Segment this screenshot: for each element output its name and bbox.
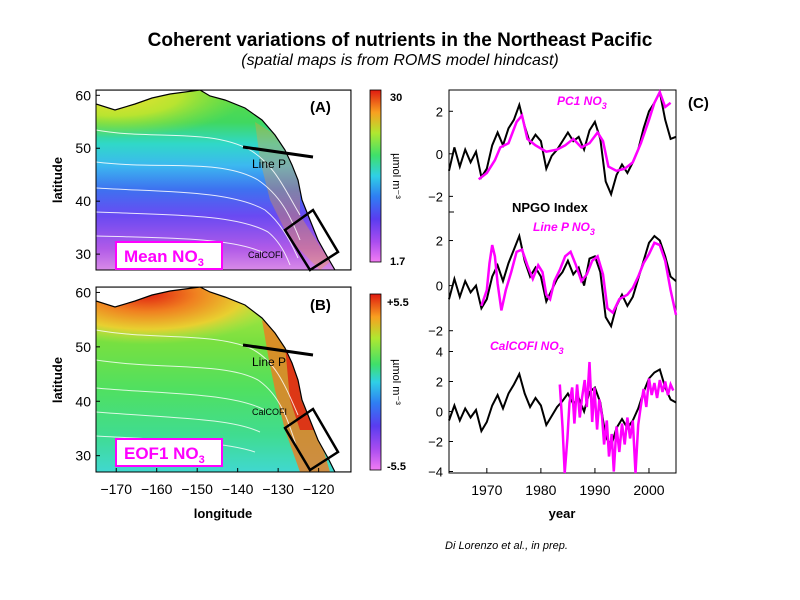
nutrient-label-main: CalCOFI NO [490, 339, 559, 353]
colorbar-b [369, 293, 382, 471]
colorbar-b-min: -5.5 [387, 461, 406, 473]
ts-y-tick-label: 2 [436, 234, 443, 249]
lon-tick-label: −170 [100, 481, 132, 497]
lon-tick-label: −150 [181, 481, 213, 497]
colorbar-a-units: µmol m⁻³ [390, 153, 402, 199]
nutrient-series-line [477, 88, 672, 181]
colorbar-a-max: 30 [390, 92, 402, 104]
line-p-transect-b [242, 343, 314, 357]
credit-text: Di Lorenzo et al., in prep. [445, 540, 568, 552]
map-panel-b [96, 287, 351, 472]
subplot-3: −4 −2 0 2 4 CalCOFI NO3 [428, 339, 677, 480]
lat-ticks-a: 30 40 50 60 [75, 87, 100, 262]
ts-y-tick-label: 0 [436, 147, 443, 162]
panel-label-a: (A) [310, 99, 331, 116]
lon-tick-label: −130 [262, 481, 294, 497]
year-tick-label: 2000 [633, 482, 664, 498]
map-label-box-b: EOF1 NO3 [115, 438, 223, 467]
line-p-label-a: Line P [252, 157, 286, 171]
ts-y-tick-label: −2 [428, 189, 443, 204]
alaska-coast-b [96, 287, 201, 308]
lon-tick-label: −120 [303, 481, 335, 497]
y-axis-label-b: latitude [50, 357, 65, 403]
lon-tick-label: −160 [141, 481, 173, 497]
ts-y-tick-label: 4 [436, 345, 443, 360]
nutrient-series-line [558, 361, 675, 474]
calcofi-label-b: CalCOFI [252, 407, 287, 417]
lon-ticks: −170 −160 −150 −140 −130 −120 [100, 468, 335, 497]
ts-y-tick-label: −2 [428, 324, 443, 339]
colorbar-b-units: µmol m⁻³ [390, 359, 402, 405]
land-north-america [198, 90, 351, 270]
lat-tick-label: 50 [75, 140, 91, 156]
x-axis-label-year: year [549, 506, 576, 521]
map-b-frame [95, 286, 352, 473]
lat-tick-label: 40 [75, 393, 91, 409]
line-p-transect-a [242, 145, 314, 159]
map-panel-a [96, 90, 351, 270]
colorbar-b-max: +5.5 [387, 297, 409, 309]
map-label-box-a: Mean NO3 [115, 241, 223, 270]
year-ticks: 1970 1980 1990 2000 [471, 468, 665, 498]
calcofi-label-a: CalCOFI [248, 250, 283, 260]
map-label-sub-a: 3 [198, 257, 204, 269]
timeseries-frame [448, 89, 677, 474]
lat-tick-label: 30 [75, 448, 91, 464]
nutrient-label-sub: 3 [590, 227, 595, 237]
lon-tick-label: −140 [222, 481, 254, 497]
nutrient-label-main: PC1 NO [557, 94, 602, 108]
ts-y-tick-label: −4 [428, 465, 443, 480]
contour-lines [96, 129, 301, 266]
map-label-main-a: Mean NO [124, 247, 198, 266]
subplot-1: −2 0 2 PC1 NO3 [428, 88, 677, 204]
x-axis-label-map: longitude [194, 506, 253, 521]
nutrient-series-label: CalCOFI NO3 [490, 339, 564, 356]
npgo-series-label: NPGO Index [512, 200, 589, 215]
year-tick-label: 1990 [579, 482, 610, 498]
colorbar-a-min: 1.7 [390, 256, 405, 268]
map-label-sub-b: 3 [199, 454, 205, 466]
lat-tick-label: 60 [75, 284, 91, 300]
nutrient-series-label: Line P NO3 [533, 220, 595, 237]
page-subtitle: (spatial maps is from ROMS model hindcas… [241, 52, 559, 69]
nutrient-series-line [480, 241, 678, 316]
page-title: Coherent variations of nutrients in the … [147, 30, 653, 51]
lat-tick-label: 50 [75, 339, 91, 355]
lat-tick-label: 40 [75, 193, 91, 209]
alaska-coast [96, 90, 201, 111]
nutrient-label-sub: 3 [559, 346, 564, 356]
panel-label-b: (B) [310, 297, 331, 314]
svg-text:Mean NO3: Mean NO3 [124, 247, 204, 269]
map-label-main-b: EOF1 NO [124, 444, 199, 463]
npgo-series-line [448, 232, 677, 329]
nutrient-label-sub: 3 [602, 101, 607, 111]
ts-y-tick-label: 0 [436, 405, 443, 420]
lat-ticks-b: 30 40 50 60 [75, 284, 100, 464]
colorbar-a [369, 89, 382, 263]
npgo-series-line [448, 368, 677, 449]
coastal-high-band [255, 122, 330, 270]
svg-text:EOF1 NO3: EOF1 NO3 [124, 444, 205, 466]
subplot-2: −2 0 2 Line P NO3 [428, 220, 678, 339]
map-a-frame [95, 89, 352, 271]
ts-y-tick-label: 0 [436, 279, 443, 294]
ts-y-tick-label: 2 [436, 375, 443, 390]
nutrient-label-main: Line P NO [533, 220, 591, 234]
ts-y-tick-label: −2 [428, 435, 443, 450]
lat-tick-label: 60 [75, 87, 91, 103]
year-tick-label: 1980 [525, 482, 556, 498]
land-north-america-b [199, 287, 351, 472]
nutrient-series-label: PC1 NO3 [557, 94, 607, 111]
y-axis-label-a: latitude [50, 157, 65, 203]
calcofi-box-b [283, 407, 340, 472]
lat-tick-label: 30 [75, 246, 91, 262]
line-p-label-b: Line P [252, 355, 286, 369]
ts-y-tick-label: 2 [436, 104, 443, 119]
year-tick-label: 1970 [471, 482, 502, 498]
calcofi-box-a [283, 208, 340, 272]
panel-label-c: (C) [688, 95, 709, 112]
